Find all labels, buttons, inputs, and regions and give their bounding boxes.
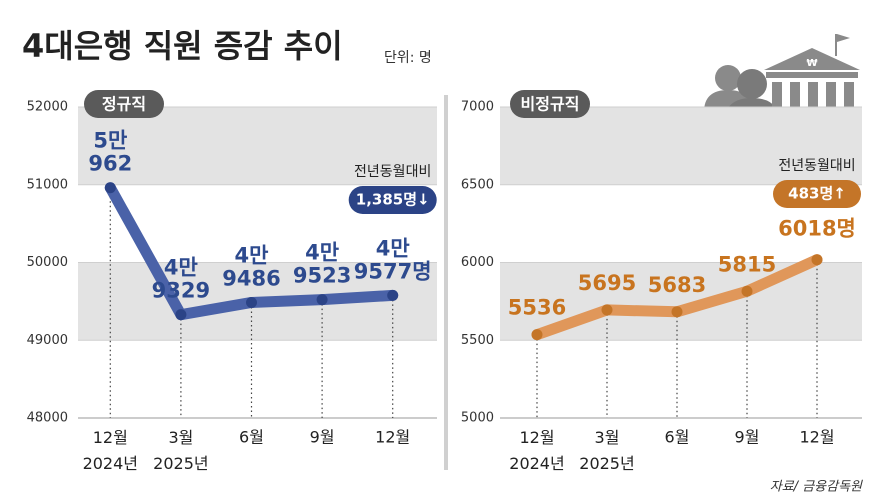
annotation-value: 483명↑: [788, 185, 846, 203]
value-label: 4만 9486: [222, 243, 280, 290]
value-label: 5만 962: [88, 129, 132, 176]
plot-band: [78, 340, 437, 418]
panel-title-bg: [84, 90, 164, 118]
point: [175, 309, 187, 321]
value-label: 4만 9329: [152, 256, 210, 303]
value-label: 6018명: [778, 217, 856, 241]
x-tick-label: 3월 2025년: [579, 428, 634, 473]
annotation: 전년동월대비: [778, 158, 855, 174]
point: [741, 285, 753, 297]
plot-band: [500, 107, 862, 185]
x-tick-label: 12월: [799, 428, 834, 447]
panel-title-bg: [510, 90, 590, 118]
point: [316, 294, 328, 306]
y-tick-label: 51000: [27, 177, 68, 192]
value-label: 5536: [508, 296, 566, 320]
svg-text:₩: ₩: [806, 58, 817, 69]
x-tick-label: 9월: [310, 428, 335, 447]
point: [811, 254, 823, 266]
x-tick-label: 9월: [735, 428, 760, 447]
y-tick-label: 5000: [461, 411, 494, 426]
y-tick-label: 49000: [27, 333, 68, 348]
annotation-value: 1,385명↓: [356, 191, 430, 209]
point: [246, 296, 257, 308]
chart-title: 4대은행 직원 증감 추이: [22, 27, 343, 65]
point: [601, 304, 613, 316]
value-label: 5683: [648, 273, 706, 297]
annotation: 전년동월대비: [354, 164, 431, 180]
panel-title: 정규직: [102, 95, 146, 114]
y-tick-label: 50000: [27, 255, 68, 270]
point: [531, 329, 543, 341]
point: [671, 306, 683, 318]
y-tick-label: 5500: [461, 333, 494, 348]
x-tick-label: 12월 2024년: [83, 428, 138, 473]
point: [104, 182, 116, 194]
y-tick-label: 6500: [461, 177, 494, 192]
x-tick-label: 6월: [239, 428, 264, 447]
value-label: 4만 9523: [293, 241, 351, 288]
value-label: 4만 9577명: [354, 236, 432, 283]
value-label: 5815: [718, 252, 776, 276]
annotation-badge: [348, 186, 437, 214]
x-tick-label: 12월 2024년: [509, 428, 564, 473]
x-tick-label: 3월 2025년: [153, 428, 208, 473]
y-tick-label: 6000: [461, 255, 494, 270]
panel-title: 비정규직: [521, 95, 580, 114]
value-label: 5695: [578, 271, 636, 295]
x-tick-label: 6월: [665, 428, 690, 447]
point: [387, 289, 399, 301]
plot-band: [78, 107, 437, 185]
plot-band: [500, 340, 862, 418]
annotation-badge: [773, 180, 861, 208]
y-tick-label: 48000: [27, 411, 68, 426]
y-tick-label: 7000: [461, 100, 494, 115]
unit-label: 단위: 명: [384, 50, 432, 66]
x-tick-label: 12월: [375, 428, 410, 447]
source: 자료/ 금융감독원: [770, 480, 863, 495]
y-tick-label: 52000: [27, 100, 68, 115]
